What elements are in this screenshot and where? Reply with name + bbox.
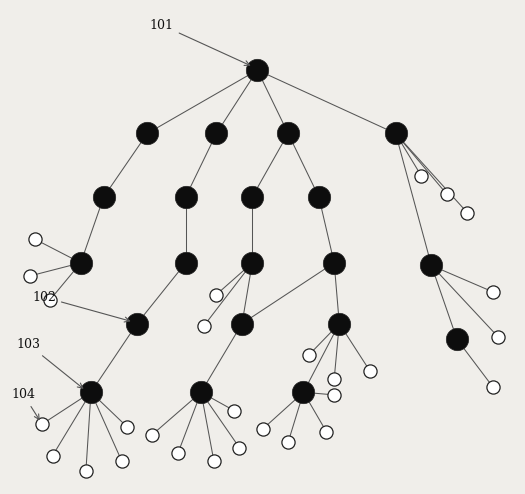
- Point: [48, 452, 57, 459]
- Point: [248, 259, 256, 267]
- Point: [182, 259, 190, 267]
- Point: [253, 66, 261, 74]
- Point: [200, 322, 208, 330]
- Point: [322, 428, 331, 436]
- Point: [38, 420, 47, 428]
- Point: [230, 407, 238, 414]
- Point: [284, 439, 292, 447]
- Point: [392, 129, 400, 137]
- Point: [235, 444, 244, 452]
- Point: [248, 193, 256, 201]
- Point: [238, 320, 246, 328]
- Point: [143, 129, 152, 137]
- Point: [463, 209, 471, 217]
- Point: [330, 391, 339, 399]
- Point: [25, 272, 34, 280]
- Point: [299, 388, 308, 396]
- Point: [212, 290, 220, 298]
- Text: 102: 102: [32, 290, 130, 322]
- Point: [366, 367, 374, 375]
- Point: [209, 457, 218, 465]
- Point: [197, 388, 205, 396]
- Point: [100, 193, 108, 201]
- Point: [417, 172, 425, 180]
- Point: [304, 351, 313, 359]
- Point: [494, 333, 502, 341]
- Point: [330, 259, 339, 267]
- Point: [87, 388, 95, 396]
- Point: [118, 457, 126, 465]
- Point: [123, 423, 131, 431]
- Point: [427, 261, 436, 269]
- Text: 104: 104: [12, 388, 39, 419]
- Point: [453, 335, 461, 343]
- Text: 103: 103: [17, 338, 83, 388]
- Point: [258, 425, 267, 433]
- Point: [46, 296, 54, 304]
- Point: [443, 190, 451, 198]
- Point: [133, 320, 141, 328]
- Point: [489, 383, 497, 391]
- Point: [335, 320, 343, 328]
- Point: [284, 129, 292, 137]
- Point: [30, 235, 39, 243]
- Point: [82, 467, 90, 475]
- Point: [182, 193, 190, 201]
- Point: [77, 259, 85, 267]
- Point: [148, 431, 156, 439]
- Point: [314, 193, 323, 201]
- Point: [489, 288, 497, 296]
- Point: [174, 449, 182, 457]
- Point: [330, 375, 339, 383]
- Text: 101: 101: [150, 19, 249, 65]
- Point: [212, 129, 220, 137]
